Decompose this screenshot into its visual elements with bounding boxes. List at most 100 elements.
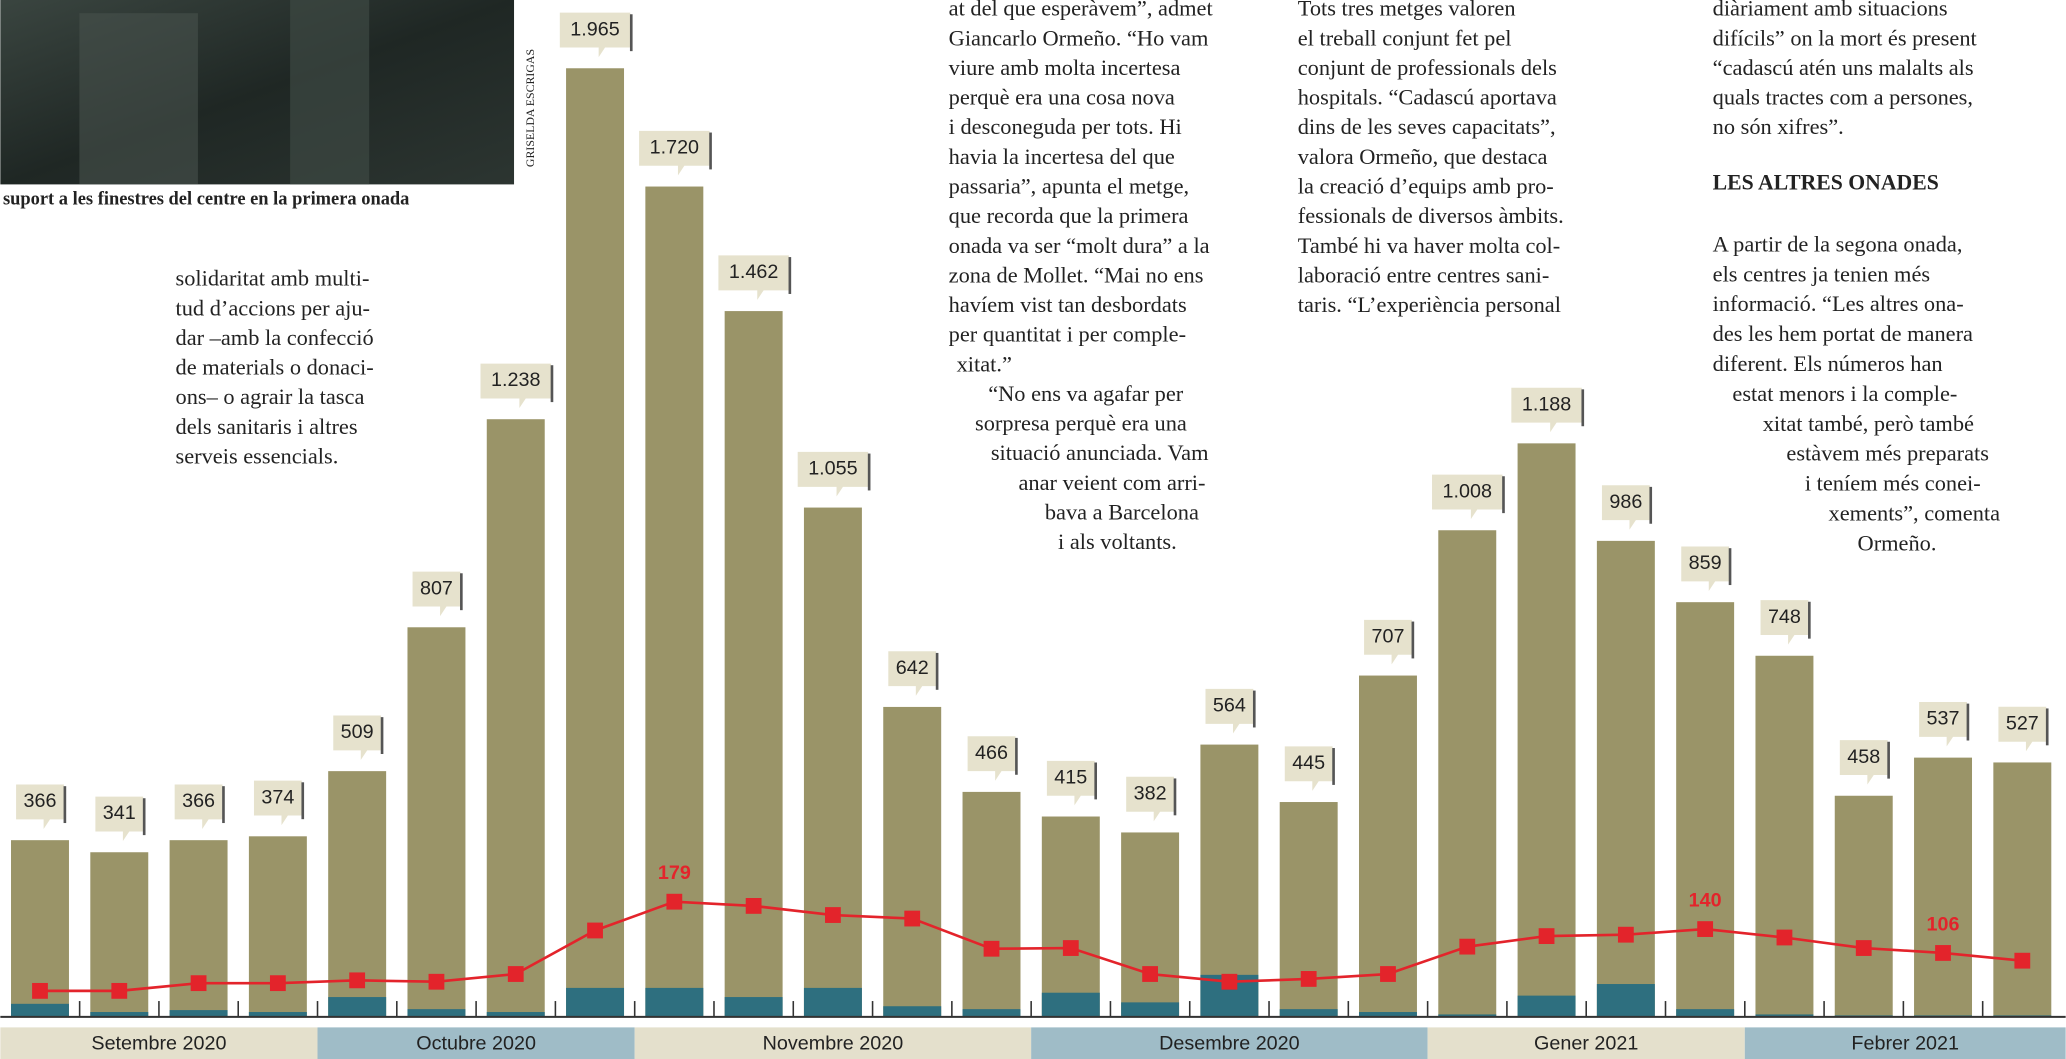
article-line: i als voltants. (1058, 529, 1177, 554)
month-band (317, 1027, 635, 1059)
bar-segment (328, 997, 387, 1017)
bar (1438, 530, 1497, 1017)
line-marker (1300, 971, 1317, 987)
bar (962, 791, 1021, 1017)
article-line: serveis essencials. (176, 444, 339, 469)
bar (1914, 757, 1973, 1017)
article-line: el treball conjunt fet pel (1298, 25, 1512, 50)
value-label: 374 (261, 786, 294, 808)
bar-segment (90, 1012, 149, 1017)
month-label: Desembre 2020 (1159, 1033, 1300, 1055)
article-line: de materials o donaci- (176, 355, 374, 380)
line-marker (1538, 928, 1555, 945)
line-marker (1142, 966, 1158, 982)
bar-segment (1755, 1014, 1814, 1017)
line-marker (983, 940, 1000, 957)
bar (883, 706, 942, 1017)
section-heading: LES ALTRES ONADES (1713, 170, 1939, 194)
line-marker (2014, 952, 2031, 969)
value-label: 859 (1689, 552, 1722, 574)
value-label: 527 (2006, 712, 2039, 734)
line-marker (1855, 940, 1872, 956)
line-value-label: 140 (1689, 890, 1722, 912)
month-label: Octubre 2020 (416, 1033, 536, 1055)
line-marker (428, 973, 445, 990)
line-marker (1459, 938, 1476, 955)
article-line: diàriament amb situacions (1713, 0, 1948, 21)
article-line: fessionals de diversos àmbits. (1298, 203, 1564, 228)
line-marker (825, 907, 841, 923)
line-marker (587, 922, 603, 939)
line-marker (666, 893, 683, 910)
value-label: 537 (1927, 708, 1960, 730)
article-line: dels sanitaris i altres (176, 414, 358, 439)
bar-segment (1517, 995, 1576, 1017)
line-marker (190, 975, 207, 992)
month-label: Novembre 2020 (763, 1033, 904, 1055)
value-label: 366 (182, 790, 215, 812)
bar (1041, 816, 1100, 1017)
bar (1993, 762, 2052, 1017)
article-line: Ormeño. (1858, 530, 1937, 555)
bar (1121, 832, 1180, 1017)
bar (1517, 443, 1576, 1017)
article-line: bava a Barcelona (1045, 499, 1199, 524)
line-value-label: 179 (658, 862, 691, 884)
value-label: 807 (420, 577, 453, 599)
bar-segment (1438, 1014, 1497, 1017)
line-marker (111, 982, 128, 999)
value-label: 382 (1134, 782, 1167, 804)
article-line: passaria”, apunta el metge, (949, 173, 1189, 198)
bar-segment (883, 1006, 942, 1017)
bar-segment (1596, 984, 1655, 1017)
article-line: havíem vist tan desbordats (949, 292, 1187, 317)
article-line: at del que esperàvem”, admet (949, 0, 1214, 21)
value-label: 986 (1609, 491, 1642, 513)
month-band (1031, 1027, 1428, 1059)
line-marker (1697, 921, 1714, 937)
article-line: perquè era una cosa nova (949, 85, 1175, 110)
bar-segment (486, 1012, 545, 1017)
bar (1200, 744, 1259, 1017)
article-line: laboració entre centres sani- (1298, 262, 1550, 287)
article-line: solidaritat amb multi- (176, 266, 370, 291)
bar (1358, 675, 1417, 1017)
value-label: 707 (1371, 626, 1404, 648)
line-marker (1617, 926, 1634, 943)
bar-segment (724, 997, 783, 1017)
line-marker (1776, 929, 1793, 946)
bar-segment (645, 987, 704, 1017)
value-label: 1.055 (808, 458, 857, 480)
article-line: els centres ja tenien més (1713, 261, 1930, 286)
bar-segment (1676, 1009, 1735, 1017)
value-label: 458 (1847, 746, 1880, 768)
line-marker (349, 972, 366, 989)
article-line: la creació d’equips amb pro- (1298, 173, 1554, 198)
article-line: anar veient com arri- (1019, 470, 1206, 495)
article-line: estàvem més preparats (1786, 441, 1989, 466)
line-marker (745, 898, 762, 914)
bar-segment (1358, 1012, 1417, 1017)
line-marker (904, 910, 921, 927)
article-line: sorpresa perquè era una (975, 411, 1187, 436)
article-line: des les hem portat de manera (1713, 321, 1973, 346)
bar (486, 419, 545, 1017)
value-label: 564 (1213, 695, 1246, 717)
bar-segment (566, 987, 625, 1017)
photo (0, 0, 515, 185)
article-line: i desconeguda per tots. Hi (949, 114, 1182, 139)
article-line: conjunt de professionals dels (1298, 55, 1557, 80)
photo-credit: GRISELDA ESCRIGAS (523, 49, 537, 167)
line-marker (1935, 945, 1951, 961)
value-label: 642 (896, 657, 929, 679)
article-line: ons– o agrair la tasca (176, 384, 365, 409)
month-label: Gener 2021 (1534, 1033, 1638, 1055)
article-line: per quantitat i per comple- (949, 322, 1186, 347)
line-marker (269, 975, 286, 992)
bar-segment (407, 1009, 466, 1017)
bar (803, 507, 862, 1017)
value-label: 1.720 (650, 137, 699, 159)
value-label: 366 (24, 790, 57, 812)
article-line: “No ens va agafar per (988, 381, 1184, 406)
